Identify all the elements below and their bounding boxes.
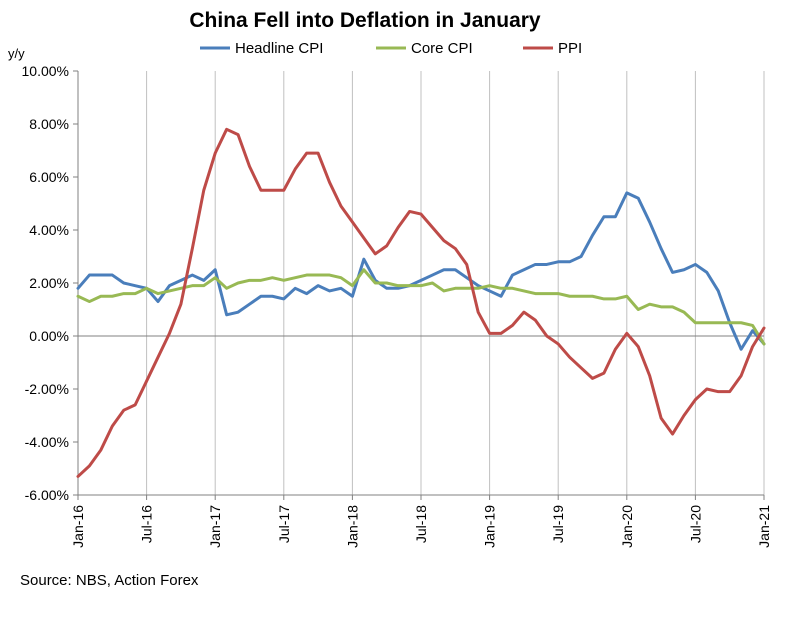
y-tick-label: 2.00% [29, 275, 69, 291]
x-tick-label: Jul-17 [276, 505, 292, 543]
y-tick-label: 0.00% [29, 328, 69, 344]
y-axis-tick-labels: 10.00% 8.00% 6.00% 4.00% 2.00% 0.00% -2.00% -4.… [22, 63, 69, 503]
grid [77, 71, 765, 495]
y-tick-label: -2.00% [25, 381, 69, 397]
y-tick-label: -4.00% [25, 434, 69, 450]
series-line-core-cpi [76, 268, 766, 346]
source-note: Source: NBS, Action Forex [20, 572, 199, 589]
series-line-headline-cpi [76, 191, 766, 351]
legend-label-headline-cpi: Headline CPI [235, 40, 323, 57]
x-tick-label: Jan-18 [344, 505, 360, 548]
y-tick-label: 4.00% [29, 222, 69, 238]
legend-label-core-cpi: Core CPI [411, 40, 473, 57]
y-tick-label: 8.00% [29, 116, 69, 132]
legend-label-ppi: PPI [558, 40, 582, 57]
x-tick-label: Jan-19 [482, 505, 498, 548]
y-tick-label: -6.00% [25, 487, 69, 503]
x-tick-label: Jan-21 [756, 505, 772, 548]
x-axis-tick-labels: Jan-16 Jul-16 Jan-17 Jul-17 Jan-18 Jul-18 Jan-… [70, 505, 772, 548]
y-axis-unit-label: y/y [8, 46, 25, 61]
chart-title: China Fell into Deflation in January [189, 9, 541, 32]
y-tick-label: 6.00% [29, 169, 69, 185]
series-line-ppi [76, 127, 766, 478]
x-tick-label: Jul-19 [550, 505, 566, 543]
y-tick-label: 10.00% [22, 63, 69, 79]
x-tick-label: Jul-18 [413, 505, 429, 543]
series-lines [76, 127, 766, 478]
x-tick-label: Jul-20 [687, 505, 703, 543]
x-tick-label: Jan-20 [619, 505, 635, 548]
legend: Headline CPI Core CPI PPI [200, 40, 582, 57]
x-tick-label: Jul-16 [139, 505, 155, 543]
axes [73, 70, 765, 500]
x-tick-label: Jan-16 [70, 505, 86, 548]
x-tick-label: Jan-17 [207, 505, 223, 548]
